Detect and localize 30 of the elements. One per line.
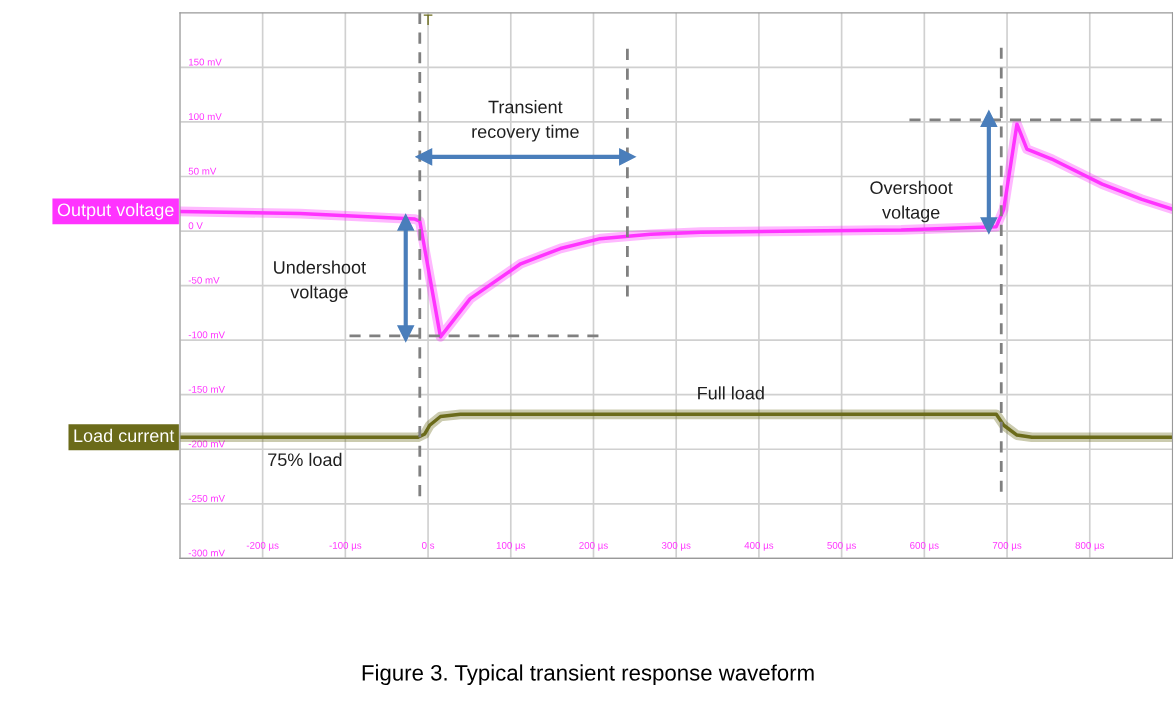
y-tick-label: 50 mV	[188, 167, 217, 175]
annotation: Undershoot voltage	[274, 260, 366, 302]
y-tick-label: -250 mV	[188, 494, 225, 502]
x-tick-label: 500 µs	[827, 541, 856, 551]
series-label: Output voltage	[57, 203, 174, 220]
annotation: Transient recovery time	[472, 100, 579, 142]
caption: Figure 3. Typical transient response waveform	[362, 664, 814, 686]
annotation: 75% load	[268, 452, 342, 467]
x-tick-label: 200 µs	[579, 541, 608, 551]
y-tick-label: -150 mV	[188, 385, 225, 393]
x-tick-label: 400 µs	[744, 541, 774, 551]
x-tick-label: 600 µs	[910, 541, 939, 551]
x-tick-label: 700 µs	[992, 541, 1022, 551]
y-tick-label: -100 mV	[188, 331, 225, 339]
y-tick-label: -300 mV	[188, 549, 225, 557]
y-tick-label: -200 mV	[188, 440, 225, 448]
x-tick-label: 0 s	[421, 541, 435, 549]
x-tick-label: -100 µs	[329, 541, 362, 551]
x-tick-label: 300 µs	[661, 541, 691, 551]
x-tick-label: 100 µs	[496, 541, 526, 551]
x-tick-label: -200 µs	[246, 541, 279, 551]
y-tick-label: 150 mV	[189, 58, 222, 66]
y-tick-label: 0 V	[188, 222, 203, 230]
annotation: Full load	[698, 386, 764, 400]
x-tick-label: 800 µs	[1075, 541, 1105, 551]
y-tick-label: 100 mV	[189, 113, 222, 121]
annotation: T	[423, 14, 433, 26]
annotation: Overshoot voltage	[870, 180, 953, 223]
y-tick-label: -50 mV	[188, 276, 220, 284]
series-label: Load current	[74, 428, 175, 443]
